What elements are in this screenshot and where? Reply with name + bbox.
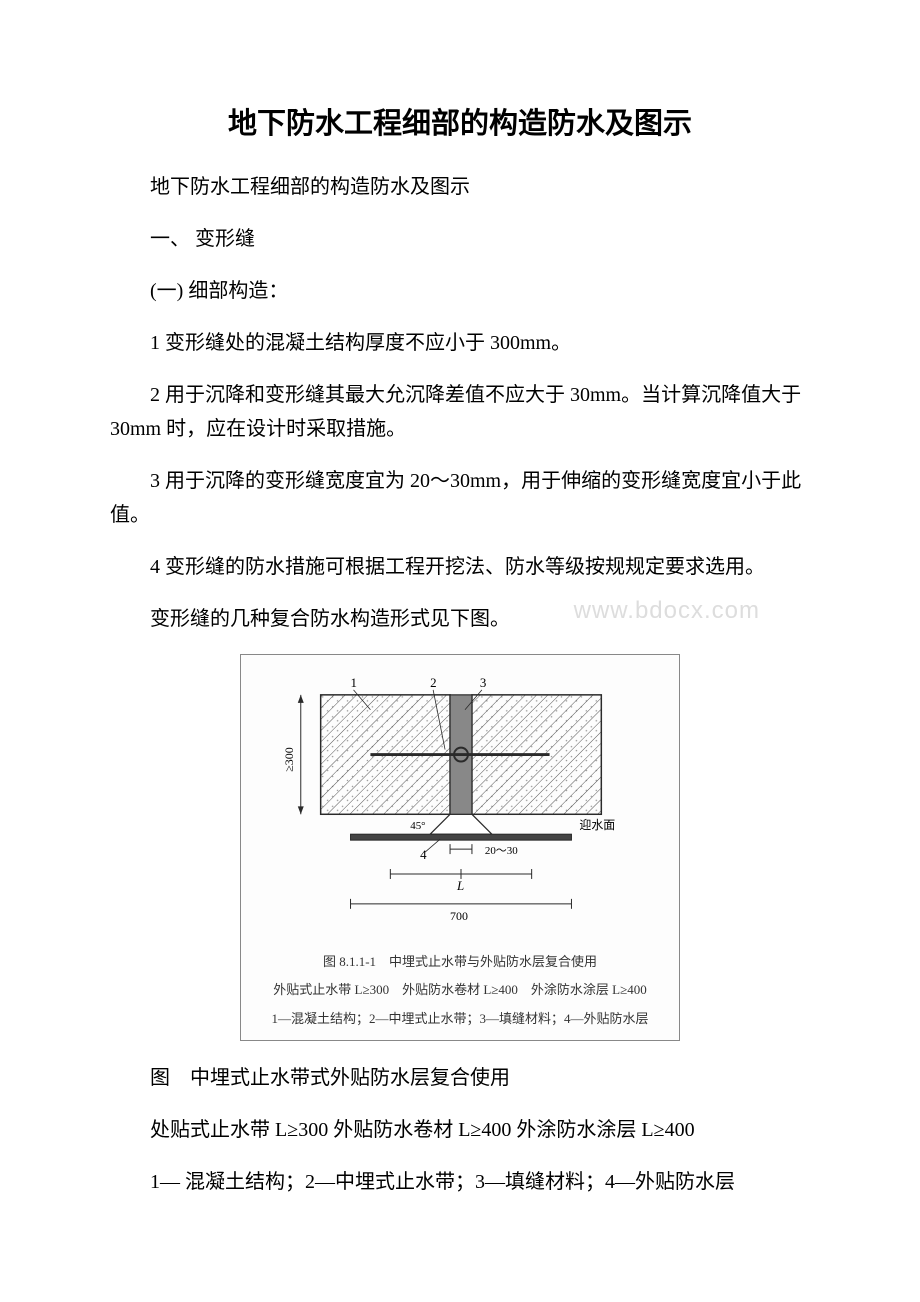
subsection-heading: (一) 细部构造： [110,274,810,308]
figure-label: 图 中埋式止水带式外贴防水层复合使用 [110,1061,810,1095]
paragraph-2: 2 用于沉降和变形缝其最大允沉降差值不应大于 30mm。当计算沉降值大于 30m… [110,378,810,446]
diagram-caption-line1: 外贴式止水带 L≥300 外贴防水卷材 L≥400 外涂防水涂层 L≥400 [251,980,669,1001]
label-2: 2 [430,675,436,690]
label-4: 4 [420,847,427,862]
gap-label: 20～30 [485,845,518,857]
diagram-figure: ≥300 45° 迎水面 1 2 3 4 20～30 L 700 图 8.1.1… [240,654,680,1041]
after-figure-1: 处贴式止水带 L≥300 外贴防水卷材 L≥400 外涂防水涂层 L≥400 [110,1113,810,1147]
paragraph-1: 1 变形缝处的混凝土结构厚度不应小于 300mm。 [110,326,810,360]
label-1: 1 [351,675,357,690]
diagram-caption-title: 图 8.1.1-1 中埋式止水带与外贴防水层复合使用 [251,952,669,973]
paragraph-5: 变形缝的几种复合防水构造形式见下图。 [110,602,810,636]
section-heading: 一、 变形缝 [110,222,810,256]
after-figure-2: 1— 混凝土结构；2—中埋式止水带；3—填缝材料；4—外贴防水层 [110,1165,810,1199]
subtitle-text: 地下防水工程细部的构造防水及图示 [110,170,810,204]
face-label: 迎水面 [579,818,615,832]
width-label: 700 [450,909,468,923]
l-dim-label: L [456,878,464,893]
diagram-caption-line2: 1—混凝土结构；2—中埋式止水带；3—填缝材料；4—外贴防水层 [251,1009,669,1030]
page-title: 地下防水工程细部的构造防水及图示 [110,100,810,142]
angle-label: 45° [410,820,425,832]
height-label: ≥300 [282,747,296,771]
paragraph-3: 3 用于沉降的变形缝宽度宜为 20～30mm，用于伸缩的变形缝宽度宜小于此值。 [110,464,810,532]
expansion-joint-diagram: ≥300 45° 迎水面 1 2 3 4 20～30 L 700 [251,665,669,944]
label-3: 3 [480,675,486,690]
paragraph-4: 4 变形缝的防水措施可根据工程开挖法、防水等级按规规定要求选用。 [110,550,810,584]
